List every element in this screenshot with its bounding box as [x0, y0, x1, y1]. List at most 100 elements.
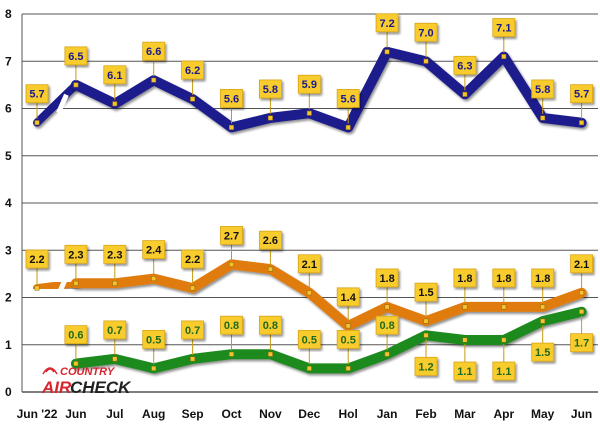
series-0-point	[540, 115, 546, 121]
series-2-label-box	[181, 320, 205, 340]
y-tick-label: 2	[5, 291, 12, 305]
series-0-data-label: 5.8	[263, 84, 278, 96]
series-2-point	[579, 309, 585, 315]
series-1-point	[190, 285, 196, 291]
series-2-data-label: 1.7	[574, 338, 589, 350]
series-1-data-label: 1.8	[379, 273, 394, 285]
series-0-data-label: 6.5	[68, 51, 83, 63]
series-2-label-box	[336, 329, 360, 349]
series-1-data-label: 2.2	[29, 254, 44, 266]
series-2-point	[384, 351, 390, 357]
series-0-line	[70, 46, 587, 133]
country-aircheck-logo: COUNTRY AIR CHECK	[41, 366, 132, 397]
series-0-point	[229, 124, 234, 130]
y-tick-label: 8	[5, 7, 12, 21]
series-2-data-label: 0.8	[263, 320, 278, 332]
series-0-data-label: 5.7	[574, 89, 589, 101]
series-0-break-marker	[56, 93, 69, 114]
series-1-label-box	[220, 226, 243, 245]
series-1-point	[267, 266, 273, 272]
series-0-label-box	[64, 46, 88, 66]
series-2-data-label: 0.5	[302, 334, 317, 346]
series-1-label-box	[531, 268, 555, 288]
series-0-point	[73, 82, 79, 88]
series-0-data-label: 6.3	[457, 60, 472, 72]
series-1-label-box	[64, 244, 88, 264]
series-0-label-box	[414, 22, 438, 42]
series-2-label-box	[414, 356, 438, 376]
x-tick-label: Sep	[182, 407, 204, 421]
series-1-bridge	[33, 279, 80, 293]
series-1-data-label: 1.8	[457, 273, 472, 285]
logo-country-text: COUNTRY	[60, 366, 116, 378]
series-0-point	[112, 101, 118, 107]
series-0-point	[462, 91, 468, 97]
series-1-data-label: 2.1	[302, 259, 317, 271]
x-tick-label: Apr	[493, 407, 514, 421]
series-2-data-label: 1.1	[457, 366, 472, 378]
series-1-point	[229, 261, 234, 267]
y-tick-label: 3	[5, 243, 12, 257]
series-1-data-label: 2.2	[185, 254, 200, 266]
series-2-data-label: 0.5	[341, 334, 356, 346]
series-2-data-label: 0.5	[146, 334, 161, 346]
series-1-point	[112, 280, 118, 286]
y-tick-label: 5	[5, 149, 12, 163]
y-tick-label: 6	[5, 102, 12, 116]
series-2-point	[423, 332, 429, 338]
x-tick-label: Mar	[454, 407, 476, 421]
series-0-point	[579, 120, 585, 126]
series-1-label-box	[453, 268, 477, 288]
series-1-label-box	[336, 287, 360, 307]
series-2-point	[540, 318, 546, 324]
series-2-label-box	[492, 361, 516, 381]
series-1-data-label: 2.6	[263, 235, 278, 247]
series-2-point	[345, 365, 351, 371]
series-2-data-label: 1.5	[535, 347, 550, 359]
series-0-bridge	[33, 80, 80, 127]
series-2-label-box	[375, 315, 399, 335]
series-0-label-box	[297, 74, 321, 94]
series-2-data-label: 0.8	[379, 320, 394, 332]
series-0-data-label: 5.9	[302, 79, 317, 91]
series-1-data-label: 2.7	[224, 230, 239, 242]
series-1-label-box	[103, 244, 127, 264]
y-tick-label: 4	[5, 196, 12, 210]
series-2-label-box	[64, 325, 88, 345]
series-2-point	[151, 365, 157, 371]
series-0-label-box	[531, 79, 555, 99]
series-2-data-label: 1.2	[418, 361, 433, 373]
series-0-point	[306, 110, 312, 116]
x-tick-label: Jun	[571, 407, 592, 421]
series-2-label-box	[220, 315, 243, 335]
x-tick-label: Dec	[298, 407, 320, 421]
series-0-point	[190, 96, 196, 102]
series-1-data-label: 2.4	[146, 245, 162, 257]
series-2-data-label: 0.8	[224, 320, 239, 332]
x-tick-label: Aug	[142, 407, 165, 421]
series-0-point	[384, 49, 390, 55]
series-1-label-box	[492, 268, 516, 288]
x-tick-label: Jun	[65, 407, 86, 421]
series-2-data-label: 1.1	[496, 366, 511, 378]
axis-layer: 0 1 2 3 4 5 6 7 8 Jun '22 Jun Jul Aug Sep Oct Nov Dec Hol…	[5, 7, 592, 421]
series-2-data-label: 0.6	[68, 330, 83, 342]
series-1-data-label: 1.4	[341, 292, 357, 304]
series-1-point	[151, 276, 157, 282]
series-0-label-box	[220, 89, 243, 108]
x-tick-label: May	[531, 407, 555, 421]
series-1-data-label: 1.8	[496, 273, 511, 285]
series-1-label-box	[375, 268, 399, 288]
series-1-data-label: 1.5	[418, 287, 433, 299]
series-1-point	[73, 280, 79, 286]
y-tick-label: 7	[5, 54, 12, 68]
logo-signal-arc	[42, 367, 58, 375]
series-1-point	[384, 304, 390, 310]
series-1-line	[70, 259, 587, 331]
series-2-point	[267, 351, 273, 357]
series-1-data-label: 1.8	[535, 273, 550, 285]
series-1-label-box	[25, 249, 49, 269]
series-0-label-box	[570, 84, 593, 104]
